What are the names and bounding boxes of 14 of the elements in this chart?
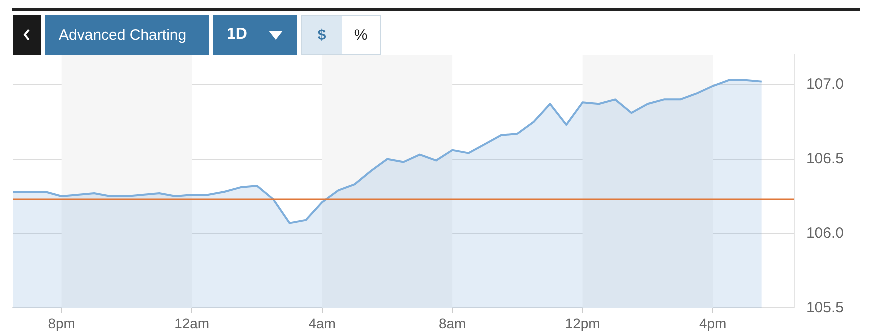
x-tick-label: 8am	[438, 315, 466, 332]
x-tick-label: 12am	[174, 315, 210, 332]
x-tick-label: 4pm	[699, 315, 727, 332]
y-tick-label: 106.5	[806, 150, 844, 168]
y-tick-label: 106.0	[806, 224, 844, 242]
text: Advanced Charting	[45, 15, 209, 55]
x-tick-label: 4am	[308, 315, 336, 332]
text: 1D	[227, 26, 248, 44]
x-tick-label: 8pm	[48, 315, 76, 332]
x-tick-label: 12pm	[565, 315, 600, 332]
y-tick-label: 107.0	[806, 76, 844, 93]
text: $	[302, 16, 342, 54]
text: %	[342, 16, 380, 54]
y-tick-label: 105.5	[806, 299, 844, 316]
